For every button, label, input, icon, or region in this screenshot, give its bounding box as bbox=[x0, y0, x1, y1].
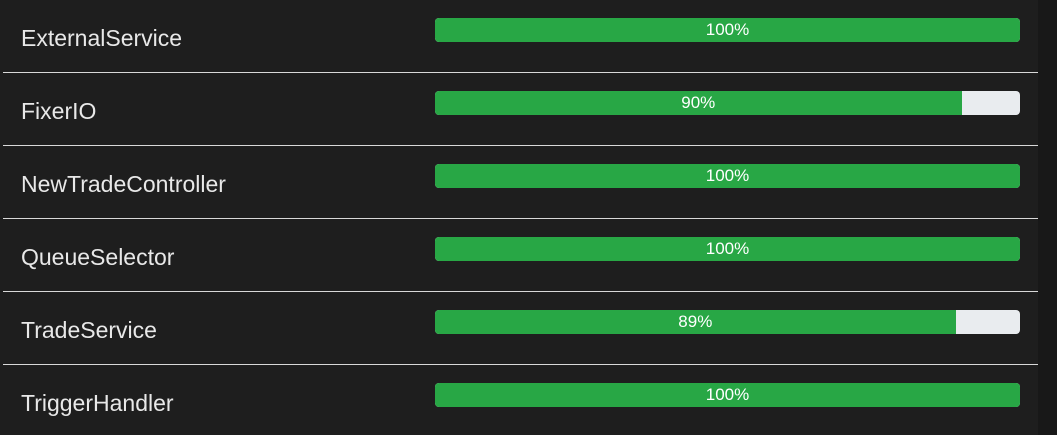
service-name: ExternalService bbox=[21, 25, 183, 51]
progress-bar: 100% bbox=[435, 18, 1020, 42]
service-name: NewTradeController bbox=[21, 171, 226, 197]
progress-bar: 100% bbox=[435, 383, 1020, 407]
progress-percent-label: 100% bbox=[705, 239, 750, 258]
progress-percent-label: 100% bbox=[705, 166, 750, 185]
progress-row: QueueSelector 100% bbox=[3, 219, 1038, 292]
service-name: TradeService bbox=[21, 317, 157, 343]
progress-fill bbox=[435, 18, 1020, 42]
service-name: FixerIO bbox=[21, 98, 97, 124]
progress-fill bbox=[435, 383, 1020, 407]
progress-row: TradeService 89% bbox=[3, 292, 1038, 365]
right-edge bbox=[1038, 0, 1057, 435]
progress-bar: 89% bbox=[435, 310, 1020, 334]
service-name: QueueSelector bbox=[21, 244, 175, 270]
progress-percent-label: 89% bbox=[678, 312, 713, 331]
progress-percent-label: 100% bbox=[705, 385, 750, 404]
progress-fill bbox=[435, 237, 1020, 261]
progress-percent-label: 90% bbox=[681, 93, 716, 112]
progress-row: TriggerHandler 100% bbox=[3, 365, 1038, 435]
progress-bar: 100% bbox=[435, 164, 1020, 188]
progress-percent-label: 100% bbox=[705, 20, 750, 39]
progress-row: FixerIO 90% bbox=[3, 73, 1038, 146]
progress-row: ExternalService 100% bbox=[3, 0, 1038, 73]
progress-row: NewTradeController 100% bbox=[3, 146, 1038, 219]
progress-fill bbox=[435, 91, 962, 115]
progress-bar: 100% bbox=[435, 237, 1020, 261]
service-name: TriggerHandler bbox=[21, 390, 174, 416]
progress-fill bbox=[435, 164, 1020, 188]
progress-fill bbox=[435, 310, 956, 334]
progress-bar: 90% bbox=[435, 91, 1020, 115]
